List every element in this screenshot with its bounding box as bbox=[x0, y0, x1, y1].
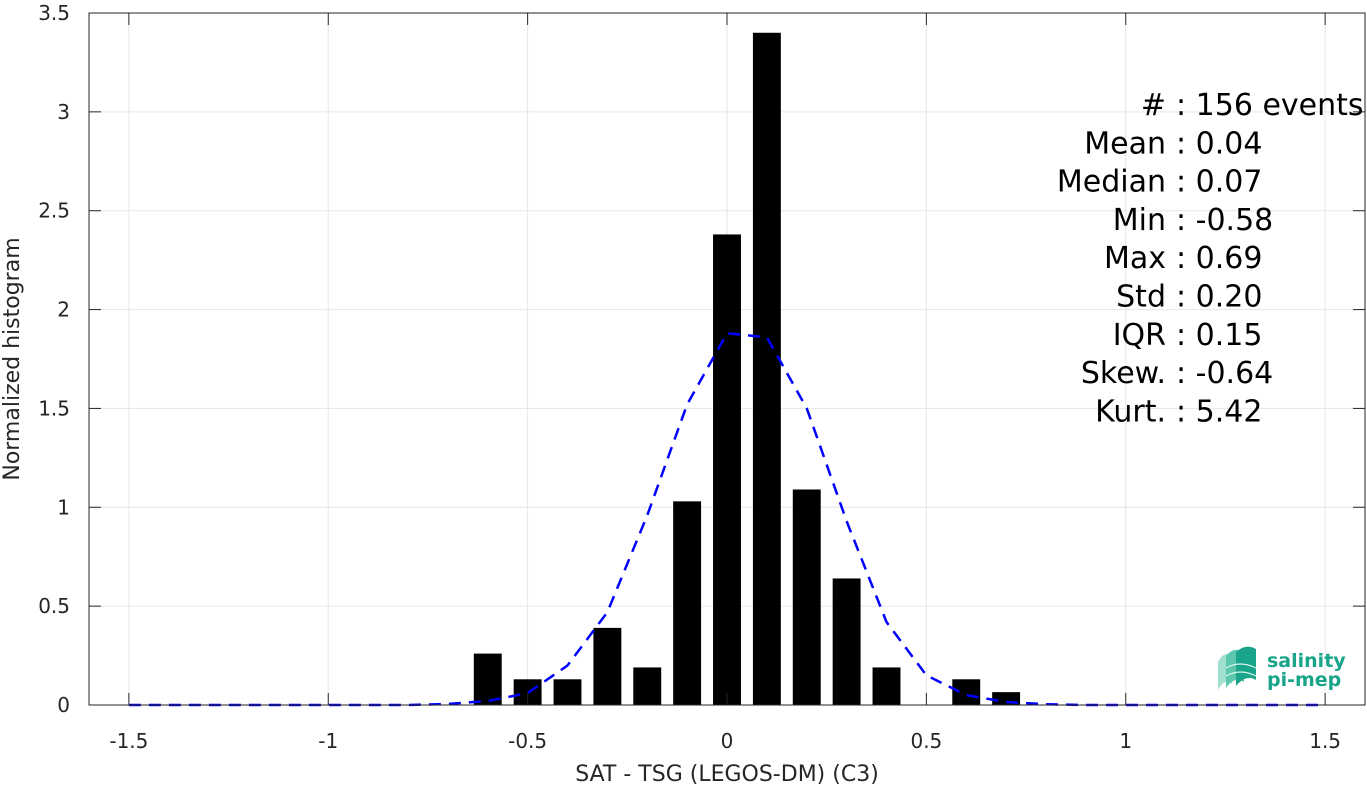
stat-label: Kurt. bbox=[1095, 394, 1166, 429]
x-tick-label: 0 bbox=[721, 729, 734, 753]
y-tick-label: 1.5 bbox=[38, 396, 70, 420]
y-tick-label: 2.5 bbox=[38, 199, 70, 223]
stat-value: : 0.04 bbox=[1176, 126, 1262, 161]
stat-value: : 0.20 bbox=[1176, 280, 1262, 315]
y-tick-label: 0 bbox=[57, 693, 70, 717]
salinity-waves-icon bbox=[1218, 646, 1257, 690]
x-tick-label: 1.5 bbox=[1309, 729, 1341, 753]
histogram-bar bbox=[633, 667, 662, 705]
logo-line-2: pi-mep bbox=[1267, 669, 1341, 691]
y-axis-label: Normalized histogram bbox=[0, 237, 25, 480]
stat-label: Mean bbox=[1084, 126, 1166, 161]
stat-label: IQR bbox=[1113, 318, 1166, 353]
histogram-bar bbox=[792, 489, 821, 705]
y-tick-label: 0.5 bbox=[38, 594, 70, 618]
stat-value: : 0.69 bbox=[1176, 241, 1262, 276]
stat-label: Min bbox=[1113, 203, 1166, 238]
stat-value: : 156 events bbox=[1176, 88, 1364, 123]
histogram-bar bbox=[832, 578, 861, 705]
statistics-box: # : 156 events Mean : 0.04 Median : 0.07 Min : … bbox=[1057, 88, 1364, 429]
x-tick-label: -0.5 bbox=[508, 729, 547, 753]
y-tick-label: 1 bbox=[57, 495, 70, 519]
stat-value: : 0.07 bbox=[1176, 165, 1262, 200]
histogram-bar bbox=[673, 501, 702, 705]
histogram-bar bbox=[473, 653, 502, 705]
stat-label: # bbox=[1141, 88, 1166, 123]
salinity-pi-mep-logo: salinity pi-mep bbox=[1218, 646, 1346, 691]
x-axis-ticks: -1.5 -1 -0.5 0 0.5 1 1.5 bbox=[109, 13, 1341, 753]
histogram-bar bbox=[752, 32, 781, 706]
y-tick-label: 3 bbox=[57, 100, 70, 124]
logo-line-1: salinity bbox=[1267, 650, 1346, 672]
histogram-bar bbox=[872, 667, 901, 705]
stat-value: : -0.58 bbox=[1176, 203, 1273, 238]
x-tick-label: -1 bbox=[318, 729, 338, 753]
stat-label: Skew. bbox=[1081, 356, 1166, 391]
y-tick-label: 2 bbox=[57, 298, 70, 322]
stat-label: Max bbox=[1104, 241, 1166, 276]
x-tick-label: -1.5 bbox=[109, 729, 148, 753]
y-tick-label: 3.5 bbox=[38, 1, 70, 25]
y-axis-ticks: 0 0.5 1 1.5 2 2.5 3 3.5 bbox=[38, 1, 1365, 717]
stat-label: Median bbox=[1057, 165, 1166, 200]
stat-value: : 5.42 bbox=[1176, 394, 1262, 429]
stat-value: : -0.64 bbox=[1176, 356, 1273, 391]
histogram-bar bbox=[553, 679, 582, 705]
stat-value: : 0.15 bbox=[1176, 318, 1262, 353]
stat-label: Std bbox=[1116, 280, 1166, 315]
histogram-bar bbox=[952, 679, 981, 705]
x-tick-label: 1 bbox=[1119, 729, 1132, 753]
x-tick-label: 0.5 bbox=[910, 729, 942, 753]
histogram-bar bbox=[713, 234, 741, 705]
x-axis-label: SAT - TSG (LEGOS-DM) (C3) bbox=[575, 762, 879, 785]
histogram-bar bbox=[593, 627, 622, 705]
